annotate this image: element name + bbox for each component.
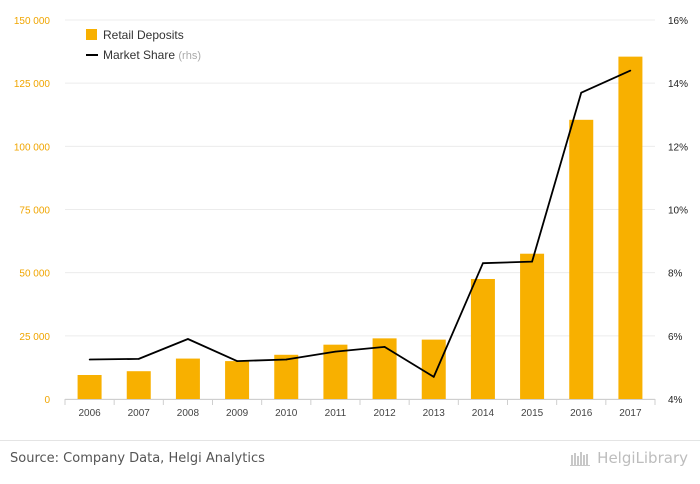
line-point — [88, 358, 91, 361]
x-tick-label: 2014 — [472, 408, 495, 419]
legend-label-line-suffix: (rhs) — [178, 50, 201, 62]
brand-name: HelgiLibrary — [597, 449, 688, 467]
x-tick-label: 2012 — [373, 408, 396, 419]
y-left-tick-label: 0 — [44, 395, 50, 406]
line-point — [187, 338, 189, 340]
y-left-tick-label: 125 000 — [14, 79, 51, 90]
x-tick-label: 2016 — [570, 408, 593, 419]
x-tick-label: 2013 — [423, 408, 446, 419]
x-tick-label: 2007 — [128, 408, 151, 419]
y-right-tick-label: 10% — [668, 206, 688, 217]
line-point — [334, 350, 337, 353]
line-point — [482, 262, 484, 264]
bar — [618, 56, 643, 400]
bar — [175, 358, 200, 399]
line-point — [629, 69, 632, 72]
y-left-tick-label: 75 000 — [19, 206, 50, 217]
x-tick-label: 2008 — [177, 408, 200, 419]
legend-label-line: Market Share (rhs) — [103, 48, 201, 62]
line-point — [383, 346, 386, 348]
bar — [225, 361, 250, 399]
line-point — [236, 360, 238, 362]
y-right-tick-label: 16% — [668, 16, 688, 27]
footer: Source: Company Data, Helgi Analytics He… — [0, 440, 700, 484]
legend-label-bar: Retail Deposits — [103, 28, 184, 42]
y-right-tick-label: 12% — [668, 142, 688, 153]
legend-swatch-bar — [86, 29, 97, 40]
chart-area: 0 25 000 50 000 75 000 100 000 125 000 150 000… — [14, 16, 688, 419]
line-point — [137, 358, 140, 360]
y-right-tick-label: 14% — [668, 79, 688, 90]
line-point — [531, 260, 533, 263]
bar — [77, 374, 102, 399]
bar — [421, 339, 446, 399]
bar — [126, 371, 151, 399]
x-tick-label: 2009 — [226, 408, 249, 419]
source-note: Source: Company Data, Helgi Analytics — [10, 451, 265, 466]
bar — [520, 253, 545, 399]
bar — [274, 354, 299, 399]
line-point — [580, 91, 583, 94]
x-tick-label: 2010 — [275, 408, 298, 419]
market-share-line — [89, 69, 631, 378]
y-left-tick-label: 150 000 — [14, 16, 51, 27]
library-icon — [570, 452, 591, 466]
x-tick-label: 2017 — [619, 408, 642, 419]
bar — [569, 119, 594, 399]
y-left-tick-label: 100 000 — [14, 142, 51, 153]
y-left-tick-label: 25 000 — [19, 332, 50, 343]
x-tick-label: 2015 — [521, 408, 544, 419]
x-tick-label: 2006 — [78, 408, 101, 419]
y-right-tick-label: 6% — [668, 332, 683, 343]
brand-logo[interactable]: HelgiLibrary — [570, 449, 688, 467]
line-point — [432, 376, 435, 378]
y-left-tick-label: 50 000 — [19, 269, 50, 280]
x-tick-label: 2011 — [325, 408, 347, 419]
bar — [470, 278, 495, 399]
line-point — [285, 358, 288, 361]
y-right-tick-label: 4% — [668, 395, 683, 406]
y-right-tick-label: 8% — [668, 269, 683, 280]
